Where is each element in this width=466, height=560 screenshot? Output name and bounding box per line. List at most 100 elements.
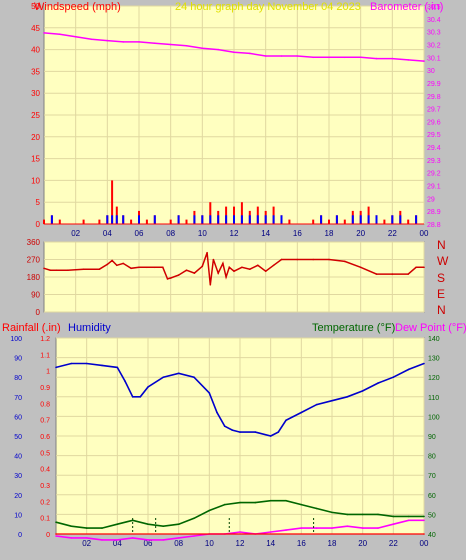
humidity-line-point <box>254 431 257 433</box>
average-wind-bar <box>359 215 362 224</box>
dewpoint-line-point <box>239 531 241 533</box>
humidity-line-point <box>277 431 280 433</box>
humidity-tick-label: 40 <box>14 454 22 461</box>
barometer-tick-label: 29.6 <box>427 119 441 126</box>
humidity-line-point <box>300 411 303 414</box>
windspeed-tick-label: 15 <box>31 155 40 164</box>
hour-tick-label: 20 <box>358 539 367 548</box>
barometer-tick-label: 30.1 <box>427 55 441 62</box>
compass-labels: N W S E N <box>437 238 449 317</box>
humidity-temperature-grid <box>56 337 425 535</box>
humidity-line-point <box>223 425 226 428</box>
barometer-line-point <box>59 33 61 35</box>
windspeed-bar <box>111 180 114 224</box>
barometer-line-point <box>122 41 124 43</box>
wind-direction-line-point <box>185 269 188 272</box>
dewpoint-line-point <box>315 527 318 529</box>
wind-direction-series <box>43 251 425 286</box>
average-wind-bar <box>193 215 196 224</box>
windspeed-bar <box>98 219 101 224</box>
barometer-tick-label: 29.7 <box>427 107 441 114</box>
rainfall-tick-label: 1.1 <box>40 352 50 359</box>
windspeed-tick-label: 50 <box>31 2 40 11</box>
hour-tick-label: 10 <box>205 539 214 548</box>
wind-direction-line-point <box>154 266 156 269</box>
wind-direction-line-point <box>359 266 362 269</box>
dewpoint-line-point <box>147 539 149 541</box>
humidity-line-point <box>269 435 272 437</box>
hour-tick-label: 22 <box>389 539 398 548</box>
average-wind-bar <box>177 215 180 224</box>
humidity-line-point <box>139 396 142 398</box>
humidity-line-point <box>70 362 73 365</box>
wind-direction-line-point <box>49 269 52 272</box>
direction-tick-label: 360 <box>27 238 41 247</box>
windspeed-tick-label: 45 <box>31 24 40 33</box>
humidity-tick-label: 80 <box>14 375 22 382</box>
compass-n-bottom: N <box>437 303 446 317</box>
humidity-line-point <box>285 419 287 422</box>
average-wind-bar <box>264 215 267 224</box>
windspeed-bar <box>328 219 330 224</box>
wind-direction-line-point <box>43 267 45 270</box>
hour-tick-label: 16 <box>297 539 306 548</box>
windspeed-bar <box>383 219 386 224</box>
dewpoint-line-point <box>346 525 349 527</box>
humidity-tick-label: 30 <box>14 473 22 480</box>
dewpoint-line-point <box>285 529 287 531</box>
windspeed-bar <box>185 219 188 224</box>
wind-direction-tick-labels: 0 90 180 270 360 <box>27 238 41 317</box>
wind-direction-line-point <box>212 258 215 261</box>
barometer-line-point <box>423 60 425 62</box>
average-wind-bar <box>280 215 283 224</box>
average-wind-bar <box>225 215 228 224</box>
wind-direction-line-point <box>257 264 259 267</box>
barometer-line-point <box>201 47 204 50</box>
dewpoint-line-point <box>269 531 272 533</box>
rainfall-tick-label: 0.5 <box>40 450 50 457</box>
wind-direction-line-point <box>106 263 109 266</box>
hour-tick-label: 22 <box>388 229 397 238</box>
wind-direction-line-point <box>82 268 85 271</box>
barometer-line-point <box>296 55 299 57</box>
wind-direction-line-point <box>111 259 113 262</box>
barometer-line-point <box>169 43 172 46</box>
wind-direction-line-point <box>122 262 124 265</box>
humidity-tick-label: 60 <box>14 414 22 421</box>
direction-tick-label: 180 <box>27 273 41 282</box>
humidity-line-point <box>216 411 218 414</box>
temperature-line-point <box>70 525 73 527</box>
windspeed-tick-label: 20 <box>31 133 40 142</box>
temperature-line-point <box>101 527 103 529</box>
barometer-line-point <box>359 56 362 59</box>
humidity-line-point <box>239 431 241 433</box>
average-wind-bar <box>415 215 418 224</box>
dewpoint-line-point <box>300 527 303 529</box>
wind-direction-line-point <box>328 258 330 261</box>
humidity-line-point <box>208 392 211 394</box>
temperature-tick-label: 40 <box>428 532 436 539</box>
windspeed-tick-label: 5 <box>36 198 41 207</box>
barometer-line-point <box>43 32 45 34</box>
wind-direction-line-point <box>415 266 417 269</box>
hour-tick-label: 02 <box>71 229 80 238</box>
wind-direction-line-point <box>67 269 69 272</box>
dewpoint-line-point <box>70 537 73 539</box>
humidity-line <box>55 362 425 437</box>
rainfall-tick-label: 0 <box>46 532 50 539</box>
average-wind-bar <box>248 215 251 224</box>
temperature-tick-label: 110 <box>428 395 439 402</box>
hour-tick-label: 08 <box>174 539 183 548</box>
humidity-axis-title: Humidity <box>68 322 111 334</box>
humidity-tick-label: 90 <box>14 356 22 363</box>
wind-direction-line-point <box>169 277 172 279</box>
humidity-tick-label: 100 <box>10 336 22 343</box>
barometer-line-point <box>233 51 235 53</box>
humidity-line-point <box>377 382 379 384</box>
wind-direction-line-point <box>391 273 394 275</box>
dewpoint-line-point <box>392 523 395 525</box>
humidity-line-point <box>162 376 165 379</box>
temperature-line-point <box>269 499 272 502</box>
wind-direction-line-point <box>130 267 132 270</box>
